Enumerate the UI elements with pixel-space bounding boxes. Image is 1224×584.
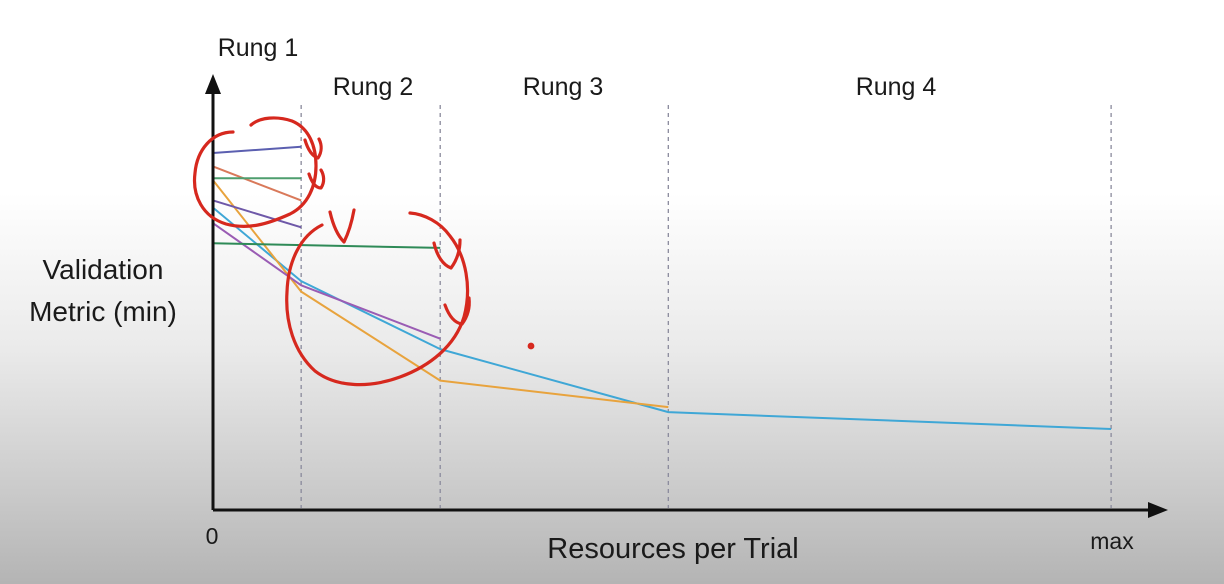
series-line-6 xyxy=(212,165,302,202)
x-tick-zero: 0 xyxy=(206,523,219,549)
series-line-8 xyxy=(212,199,302,229)
y-axis-arrow xyxy=(205,74,221,94)
rung-label-2: Rung 2 xyxy=(333,73,414,101)
x-tick-max: max xyxy=(1090,528,1134,554)
series-line-1 xyxy=(212,206,1112,430)
annotation-tick-5 xyxy=(443,296,471,326)
series-line-3 xyxy=(212,222,441,340)
series-line-5 xyxy=(212,145,302,154)
annotation-tick-3 xyxy=(328,208,356,244)
x-axis-title: Resources per Trial xyxy=(547,533,798,565)
rung-label-3: Rung 3 xyxy=(523,73,604,101)
x-axis-arrow xyxy=(1148,502,1168,518)
rung-label-1: Rung 1 xyxy=(218,34,299,62)
annotation-tick-2 xyxy=(307,168,326,190)
annotation-circle-rung2 xyxy=(285,211,470,387)
series-layer xyxy=(212,145,1112,430)
y-axis-title-line-1: Validation xyxy=(43,254,164,285)
handwritten-annotations xyxy=(192,116,535,387)
series-line-2 xyxy=(212,179,669,409)
rung-boundaries xyxy=(300,105,1112,508)
rung-label-4: Rung 4 xyxy=(856,73,937,101)
y-axis-title-line-2: Metric (min) xyxy=(29,296,177,327)
annotation-tick-1 xyxy=(303,137,323,160)
annotation-tick-4 xyxy=(432,238,462,270)
series-line-4 xyxy=(212,242,441,249)
annotation-dot xyxy=(527,342,535,350)
annotation-circle-rung1 xyxy=(192,116,318,228)
